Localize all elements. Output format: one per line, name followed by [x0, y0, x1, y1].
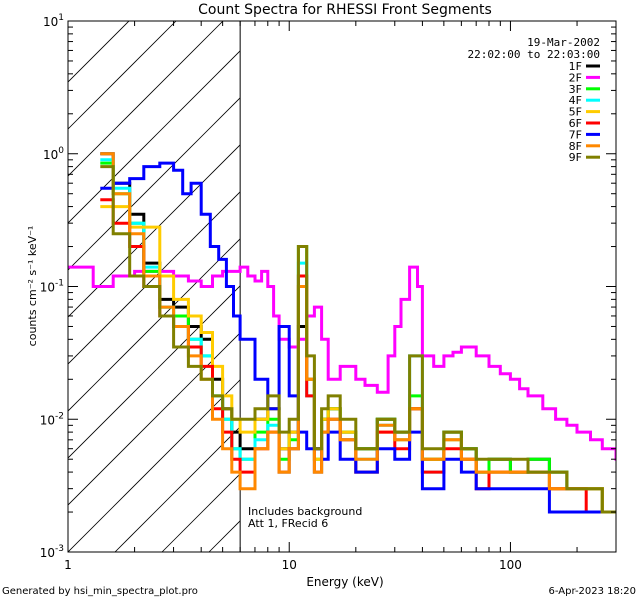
x-tick-label: 10 — [282, 558, 297, 572]
y-tick-label: 10-3 — [40, 544, 64, 560]
legend-label-3F: 3F — [569, 83, 582, 96]
legend-label-2F: 2F — [569, 71, 582, 84]
time-range-label: 22:02:00 to 22:03:00 — [468, 48, 600, 61]
footer-generated-by: Generated by hsi_min_spectra_plot.pro — [2, 586, 198, 597]
series-line-8F — [100, 152, 616, 514]
hatch-line — [68, 379, 241, 552]
y-tick-label: 101 — [43, 13, 64, 29]
legend-label-8F: 8F — [569, 140, 582, 153]
series-line-2F — [68, 265, 616, 461]
date-label: 19-Mar-2002 — [527, 36, 600, 49]
annotation-line-1: Includes background — [248, 505, 362, 518]
x-axis-label: Energy (keV) — [306, 575, 383, 589]
legend-label-1F: 1F — [569, 60, 582, 73]
hatch-line — [68, 332, 241, 506]
series-line-6F — [100, 198, 616, 514]
y-tick-label: 100 — [43, 146, 64, 162]
hatch-line — [68, 21, 177, 130]
y-axis-label: counts cm⁻² s⁻¹ keV⁻¹ — [26, 226, 39, 347]
series-line-5F — [100, 205, 616, 514]
chart-title: Count Spectra for RHESSI Front Segments — [198, 2, 492, 18]
hatch-line — [68, 144, 241, 318]
series-line-9F — [100, 165, 616, 514]
legend-label-4F: 4F — [569, 94, 582, 107]
hatch-line — [632, 12, 640, 552]
footer-timestamp: 6-Apr-2023 18:20 — [549, 586, 636, 597]
annotation-line-2: Att 1, FRecid 6 — [248, 517, 328, 530]
x-tick-label: 1 — [64, 558, 72, 572]
legend-label-6F: 6F — [569, 117, 582, 130]
legend-label-9F: 9F — [569, 151, 582, 164]
hatch-line — [114, 426, 241, 552]
hatch-line — [68, 21, 224, 177]
hatch-line — [585, 12, 640, 552]
legend-label-7F: 7F — [569, 128, 582, 141]
x-tick-label: 100 — [499, 558, 522, 572]
hatch-line — [68, 50, 241, 224]
hatch-line — [68, 191, 241, 365]
y-tick-label: 10-1 — [40, 279, 64, 295]
hatch-line — [68, 97, 241, 271]
hatch-line — [68, 21, 130, 83]
legend-label-5F: 5F — [569, 106, 582, 119]
y-tick-label: 10-2 — [40, 411, 64, 427]
